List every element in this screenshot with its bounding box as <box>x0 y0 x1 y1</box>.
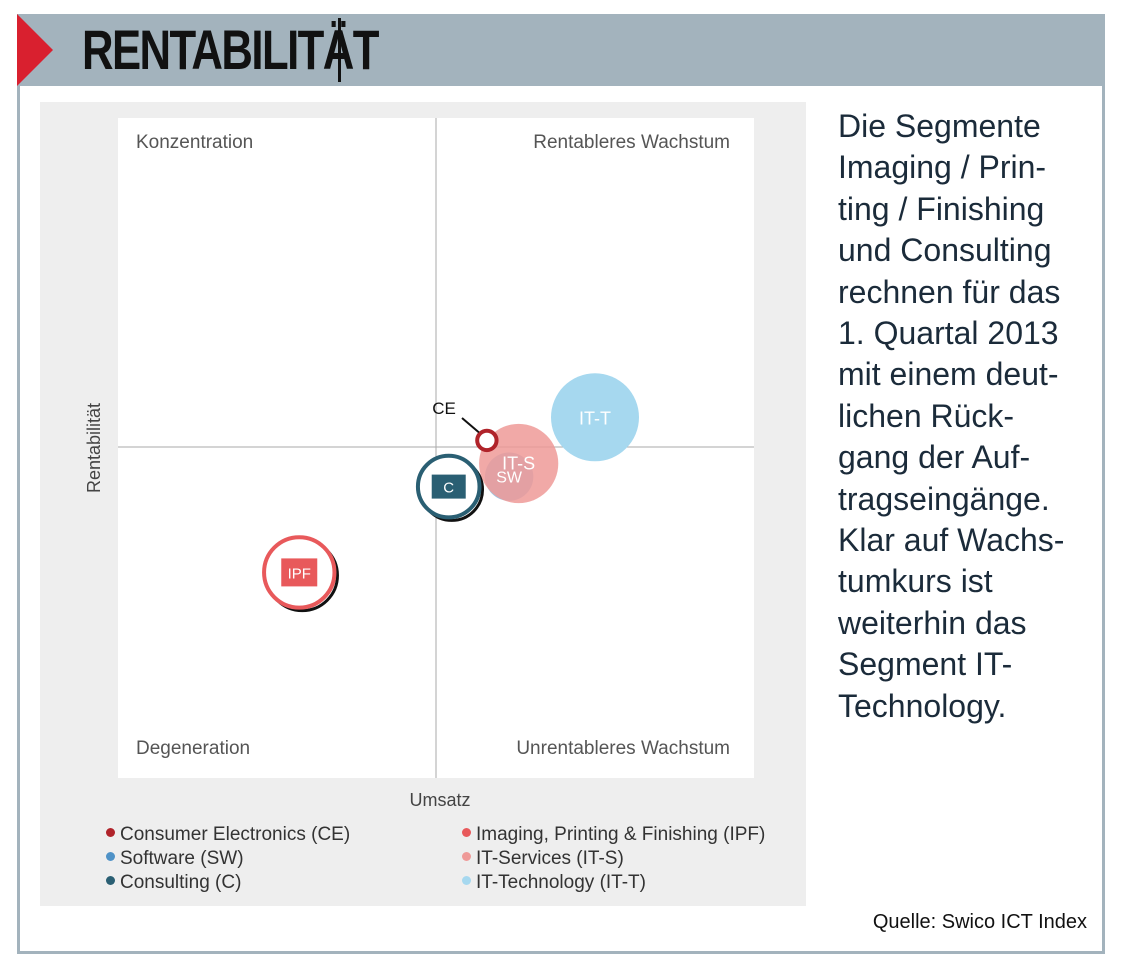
legend-swatch-its <box>462 852 471 862</box>
bubble-label-ce: CE <box>432 399 456 418</box>
bubble-label-c: C <box>443 480 454 497</box>
header-bar <box>17 14 1105 86</box>
legend-label-ce: Consumer Electronics (CE) <box>120 824 351 845</box>
side-text: Die Segmente Imaging / Prin- ting / Fini… <box>838 108 1065 724</box>
legend-item-itt: IT-Technology (IT-T) <box>462 872 646 894</box>
header-title: RENTABILITÄT <box>82 18 379 81</box>
legend-swatch-ce <box>106 828 115 838</box>
legend-swatch-sw <box>106 852 115 862</box>
quadrant-label-top-right: Rentableres Wachstum <box>533 132 730 153</box>
legend-swatch-c <box>106 876 115 886</box>
header-arrow-marker <box>17 14 53 86</box>
legend-label-c: Consulting (C) <box>120 872 242 893</box>
legend-label-ipf: Imaging, Printing & Finishing (IPF) <box>476 824 766 845</box>
bubble-ce-leader-line <box>461 417 480 434</box>
source-note: Quelle: Swico ICT Index <box>872 911 1087 933</box>
legend-item-c: Consulting (C) <box>106 872 241 894</box>
legend-swatch-itt <box>462 876 471 886</box>
legend-item-ce: Consumer Electronics (CE) <box>106 824 350 846</box>
bubble-its <box>479 423 559 504</box>
quadrant-label-bottom-left: Degeneration <box>136 738 250 759</box>
legend-label-its: IT-Services (IT-S) <box>476 848 624 869</box>
bubble-label-sw: SW <box>496 470 523 487</box>
bubble-label-its: IT-S <box>502 454 535 474</box>
header-divider <box>338 18 341 82</box>
bubble-c-label-box <box>431 474 466 499</box>
legend-item-ipf: Imaging, Printing & Finishing (IPF) <box>462 824 765 846</box>
bubble-ipf-label-box <box>281 558 318 587</box>
quadrant-label-top-left: Konzentration <box>136 132 253 153</box>
legend-item-sw: Software (SW) <box>106 848 244 870</box>
x-axis-label: Umsatz <box>409 790 470 810</box>
legend-swatch-ipf <box>462 828 471 838</box>
legend-label-sw: Software (SW) <box>120 848 244 869</box>
bubble-ce <box>475 428 499 453</box>
legend-item-its: IT-Services (IT-S) <box>462 848 624 870</box>
bubble-itt <box>551 373 639 462</box>
y-axis-label: Rentabilität <box>84 403 104 493</box>
quadrant-label-bottom-right: Unrentableres Wachstum <box>516 738 730 759</box>
bubble-label-ipf: IPF <box>288 565 311 582</box>
legend-label-itt: IT-Technology (IT-T) <box>476 872 646 893</box>
bubble-label-itt: IT-T <box>579 408 611 428</box>
